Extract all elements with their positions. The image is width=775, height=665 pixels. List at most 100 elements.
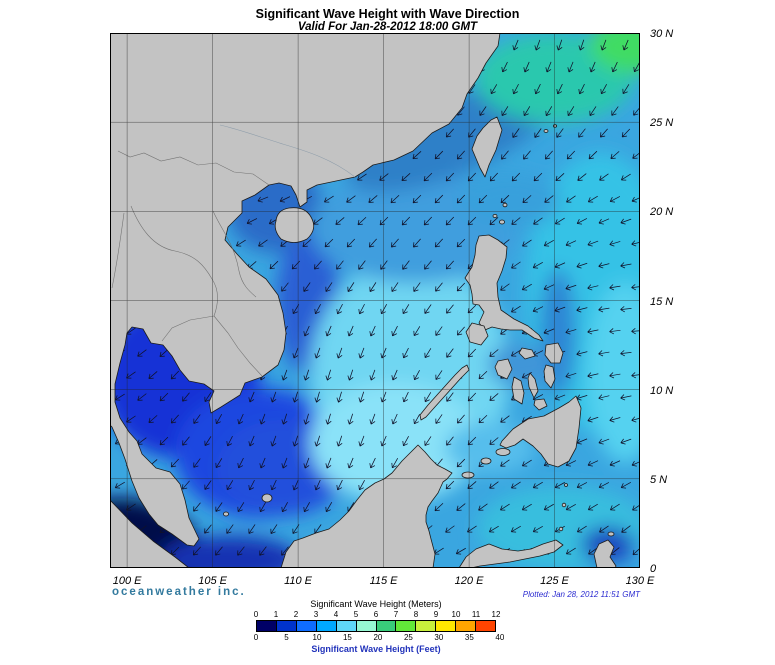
land-bohol xyxy=(533,398,548,411)
wave-arrow xyxy=(402,391,409,403)
land-babuyan-2 xyxy=(492,213,498,218)
wave-arrow xyxy=(303,282,311,292)
wave-arrow xyxy=(578,39,585,51)
legend-color-segment xyxy=(416,621,437,631)
wave-arrow xyxy=(598,350,610,357)
wave-arrow xyxy=(456,238,466,248)
wave-arrow xyxy=(358,303,365,315)
wave-arrow xyxy=(335,217,345,225)
wave-arrow xyxy=(598,394,610,401)
wave-arrow xyxy=(555,173,565,182)
wave-arrow xyxy=(413,414,420,425)
wave-arrow xyxy=(391,413,398,425)
feet-tick: 0 xyxy=(253,633,259,642)
wave-arrow xyxy=(500,503,510,511)
land-jolo xyxy=(480,457,492,465)
wave-arrow xyxy=(633,61,640,73)
wave-arrow xyxy=(576,525,587,533)
lon-label: 100 E xyxy=(112,575,142,587)
legend-color-segment xyxy=(396,621,417,631)
wave-arrow xyxy=(456,282,466,292)
graticule-grid xyxy=(110,33,640,568)
wave-arrow xyxy=(622,39,629,51)
wave-arrow xyxy=(402,347,409,359)
land-borneo xyxy=(280,444,453,568)
legend-feet-label: Significant Wave Height (Feet) xyxy=(311,644,441,654)
wave-arrow xyxy=(325,325,332,337)
wave-arrow xyxy=(347,369,354,381)
wave-arrow xyxy=(445,525,455,533)
wave-arrow xyxy=(434,238,443,248)
wave-arrow xyxy=(401,173,411,182)
meters-tick: 11 xyxy=(471,610,481,619)
legend-color-segment xyxy=(456,621,477,631)
wave-arrow xyxy=(215,502,223,512)
wave-arrow xyxy=(204,392,212,402)
wave-arrow xyxy=(302,239,312,248)
wave-arrow xyxy=(424,348,432,359)
wave-arrow xyxy=(532,481,543,489)
wave-arrow xyxy=(270,479,277,491)
wave-arrow xyxy=(434,502,444,512)
wave-arrow xyxy=(532,525,543,533)
wave-arrow xyxy=(554,217,565,225)
wave-arrow xyxy=(357,173,367,181)
wave-arrow xyxy=(543,284,555,291)
wave-arrow xyxy=(478,370,488,380)
wave-arrow xyxy=(598,218,610,225)
meters-tick: 10 xyxy=(451,610,461,619)
wave-arrow xyxy=(621,173,631,181)
wave-arrow xyxy=(391,325,398,337)
wave-arrow xyxy=(424,436,432,446)
country-borders xyxy=(111,124,356,377)
wave-arrow xyxy=(522,239,532,247)
wave-arrow xyxy=(148,371,158,379)
wave-arrow xyxy=(445,172,455,182)
legend-colorbar xyxy=(256,620,496,632)
wave-arrow xyxy=(489,393,499,401)
wave-arrow xyxy=(622,84,630,95)
wave-arrow xyxy=(512,83,519,95)
wave-arrow xyxy=(424,392,432,403)
wave-arrow xyxy=(303,457,310,469)
wave-arrow xyxy=(521,503,532,511)
wave-arrow xyxy=(114,393,125,401)
wave-arrow xyxy=(620,262,632,269)
wave-arrow xyxy=(226,524,234,534)
wave-arrow xyxy=(576,350,588,357)
wave-arrow xyxy=(358,260,366,270)
wave-arrow xyxy=(368,238,377,248)
wave-arrow xyxy=(325,369,332,381)
wave-arrow xyxy=(324,195,334,203)
meters-tick: 1 xyxy=(273,610,279,619)
wave-arrow xyxy=(543,239,554,247)
land-cebu xyxy=(527,372,539,399)
wave-arrow xyxy=(423,172,433,182)
land-mainland-asia xyxy=(110,33,501,547)
wave-arrow xyxy=(237,502,245,513)
wave-arrow xyxy=(347,457,354,469)
wave-arrow xyxy=(435,370,443,380)
wave-arrow xyxy=(578,83,585,95)
wave-arrow xyxy=(336,479,343,491)
wave-arrow xyxy=(159,349,169,358)
wave-arrow xyxy=(457,414,465,424)
legend-color-segment xyxy=(336,621,357,631)
wave-arrow xyxy=(380,347,387,359)
wave-arrow xyxy=(511,349,521,357)
wave-arrow xyxy=(456,503,466,511)
lon-label: 130 E xyxy=(625,575,655,587)
wave-arrow xyxy=(292,479,299,491)
wave-arrow xyxy=(587,460,599,467)
wave-arrow xyxy=(435,282,443,292)
wave-arrow xyxy=(611,106,619,116)
meters-tick: 3 xyxy=(313,610,319,619)
wave-arrow xyxy=(545,150,553,160)
wave-arrow xyxy=(631,196,640,203)
wave-arrow xyxy=(554,394,566,401)
wave-arrow xyxy=(259,502,267,513)
wave-arrow xyxy=(478,503,488,511)
feet-tick: 40 xyxy=(495,633,505,642)
wave-arrow xyxy=(413,326,421,337)
wave-arrow xyxy=(510,525,521,533)
